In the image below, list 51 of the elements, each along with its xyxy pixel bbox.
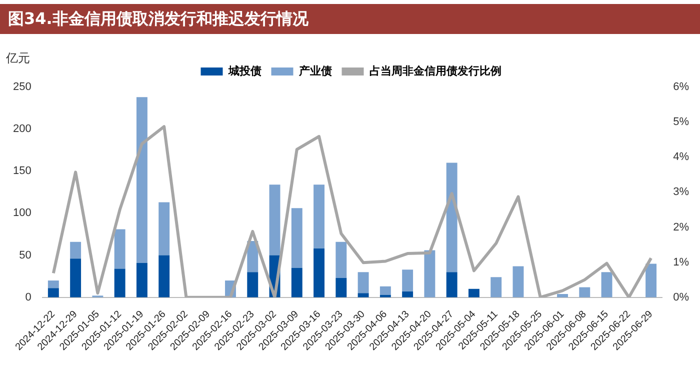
bar [314, 184, 325, 249]
bar [114, 268, 126, 298]
bar [314, 248, 325, 298]
bar [579, 287, 590, 298]
bar [358, 293, 369, 298]
bar [380, 286, 391, 295]
bar [291, 268, 302, 298]
y2-tick-label: 3% [673, 186, 690, 198]
y-tick-label: 50 [19, 249, 32, 262]
bar [158, 202, 170, 256]
bar [601, 272, 612, 298]
bar [48, 288, 59, 298]
bar [646, 264, 657, 298]
bar [446, 162, 458, 272]
bar [336, 278, 347, 298]
y2-tick-label: 0% [673, 291, 690, 304]
bar [70, 242, 82, 259]
y2-tick-label: 1% [673, 256, 690, 268]
bar [557, 294, 568, 298]
y2-tick-label: 4% [673, 151, 690, 164]
bar [446, 272, 458, 298]
bar [247, 272, 258, 298]
y-tick-label: 200 [12, 123, 32, 136]
bar [70, 258, 82, 298]
y-tick-label: 150 [12, 165, 32, 178]
legend-label: 产业债 [298, 64, 332, 78]
y-tick-label: 0 [25, 291, 32, 304]
bar [136, 97, 148, 263]
bar [291, 208, 302, 268]
bar [136, 262, 148, 298]
y-axis-title: 亿元 [6, 50, 30, 67]
bar [114, 229, 126, 269]
y2-tick-label: 5% [673, 116, 690, 128]
bar [158, 255, 170, 298]
chart-title: 图34.非金信用债取消发行和推迟发行情况 [0, 4, 700, 34]
bar [512, 266, 524, 298]
bar [336, 242, 347, 278]
legend-label: 城投债 [227, 64, 262, 78]
bar [490, 277, 502, 298]
bar [402, 291, 414, 298]
bar [269, 184, 280, 256]
bar [48, 280, 59, 288]
bar [358, 272, 369, 294]
y-tick-label: 250 [12, 81, 32, 94]
y2-tick-label: 2% [673, 221, 690, 234]
legend-label: 占当周非金信用债发行比例 [369, 64, 502, 78]
bar [402, 270, 414, 292]
y2-tick-label: 6% [673, 81, 690, 94]
y-tick-label: 100 [12, 207, 32, 220]
bar [468, 288, 480, 298]
bar [424, 250, 436, 298]
